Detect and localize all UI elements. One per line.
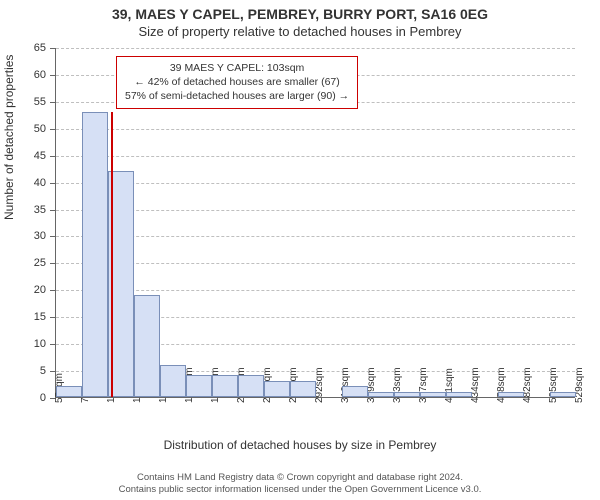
footer-text: Contains HM Land Registry data © Crown c…: [0, 472, 600, 496]
histogram-bar: [134, 295, 160, 397]
xtick-label: 529sqm: [574, 367, 585, 403]
chart-container: 39, MAES Y CAPEL, PEMBREY, BURRY PORT, S…: [0, 0, 600, 500]
histogram-bar: [498, 392, 524, 397]
annotation-box: 39 MAES Y CAPEL: 103sqm ← 42% of detache…: [116, 56, 358, 109]
ytick-label: 65: [34, 42, 56, 54]
ytick-label: 20: [34, 284, 56, 296]
histogram-bar: [186, 375, 212, 397]
histogram-bar: [264, 381, 290, 397]
histogram-bar: [160, 365, 186, 397]
histogram-bar: [56, 386, 82, 397]
ytick-label: 15: [34, 311, 56, 323]
histogram-bar: [368, 392, 394, 397]
xtick-label: 482sqm: [522, 367, 533, 403]
plot-area: 0510152025303540455055606555sqm79sqm102s…: [55, 48, 575, 398]
gridline: [56, 48, 575, 49]
gridline: [56, 156, 575, 157]
footer-line1: Contains HM Land Registry data © Crown c…: [0, 472, 600, 484]
xtick-label: 458sqm: [496, 367, 507, 403]
histogram-bar: [420, 392, 446, 397]
histogram-bar: [550, 392, 576, 397]
xtick-label: 387sqm: [418, 367, 429, 403]
footer-line2: Contains public sector information licen…: [0, 484, 600, 496]
histogram-bar: [290, 381, 316, 397]
ytick-label: 25: [34, 257, 56, 269]
ytick-label: 60: [34, 69, 56, 81]
histogram-bar: [446, 392, 472, 397]
histogram-bar: [342, 386, 368, 397]
xtick-label: 316sqm: [340, 367, 351, 403]
histogram-bar: [82, 112, 108, 397]
ytick-label: 45: [34, 150, 56, 162]
xtick-label: 363sqm: [392, 367, 403, 403]
gridline: [56, 129, 575, 130]
histogram-bar: [212, 375, 238, 397]
annotation-line3: 57% of semi-detached houses are larger (…: [125, 89, 349, 103]
histogram-bar: [238, 375, 264, 397]
ytick-label: 10: [34, 338, 56, 350]
ytick-label: 35: [34, 204, 56, 216]
ytick-label: 40: [34, 177, 56, 189]
ytick-label: 30: [34, 230, 56, 242]
xtick-label: 339sqm: [366, 367, 377, 403]
histogram-bar: [394, 392, 420, 397]
ytick-label: 50: [34, 123, 56, 135]
chart-title-sub: Size of property relative to detached ho…: [0, 24, 600, 39]
marker-line: [111, 112, 113, 397]
xtick-label: 411sqm: [444, 368, 455, 403]
annotation-line1: 39 MAES Y CAPEL: 103sqm: [125, 61, 349, 75]
xtick-label: 505sqm: [548, 367, 559, 403]
annotation-line2: ← 42% of detached houses are smaller (67…: [125, 75, 349, 89]
y-axis-label: Number of detached properties: [2, 55, 16, 220]
xtick-label: 434sqm: [470, 367, 481, 403]
x-axis-label: Distribution of detached houses by size …: [0, 438, 600, 452]
ytick-label: 55: [34, 96, 56, 108]
chart-title-main: 39, MAES Y CAPEL, PEMBREY, BURRY PORT, S…: [0, 6, 600, 22]
